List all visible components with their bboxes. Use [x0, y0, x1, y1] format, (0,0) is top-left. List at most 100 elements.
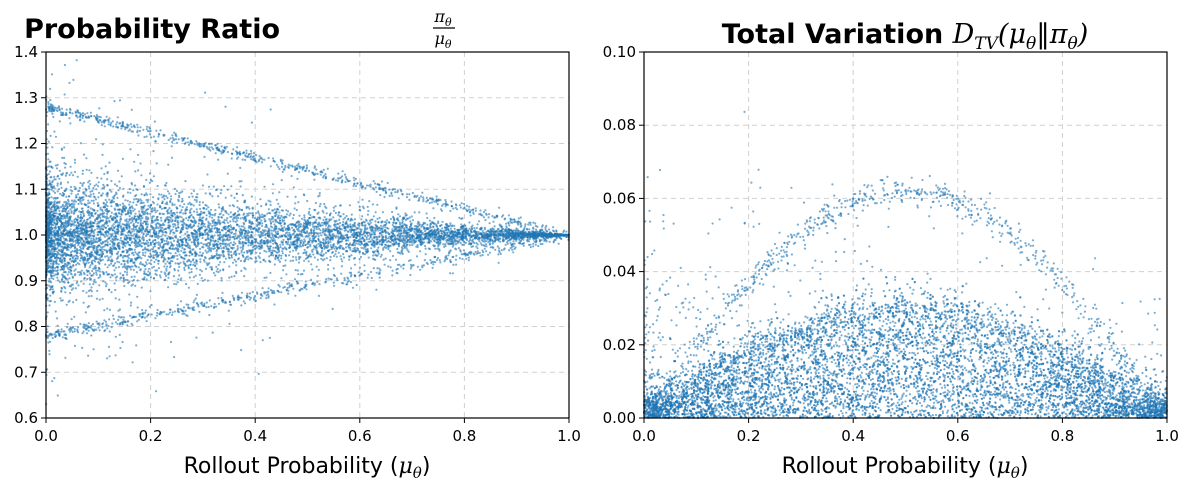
- scatter-point: [138, 227, 141, 230]
- scatter-point: [91, 189, 94, 193]
- scatter-point: [182, 212, 185, 215]
- scatter-point: [219, 244, 222, 248]
- scatter-point: [272, 220, 275, 223]
- scatter-point: [71, 190, 74, 193]
- scatter-point: [377, 229, 380, 232]
- scatter-point: [231, 204, 234, 207]
- scatter-point: [205, 217, 208, 220]
- scatter-point: [457, 247, 460, 250]
- scatter-point: [199, 247, 202, 250]
- scatter-point: [321, 249, 324, 252]
- scatter-point: [113, 282, 116, 285]
- scatter-point: [274, 215, 277, 218]
- scatter-point: [177, 278, 180, 281]
- scatter-point: [443, 245, 446, 248]
- scatter-point: [134, 212, 137, 215]
- scatter-point: [73, 236, 76, 239]
- scatter-point: [458, 216, 461, 219]
- scatter-point: [171, 237, 175, 240]
- scatter-point: [96, 269, 99, 272]
- scatter-point: [74, 240, 77, 243]
- scatter-point: [279, 245, 282, 249]
- scatter-point: [437, 221, 440, 225]
- scatter-point: [317, 238, 320, 241]
- scatter-point: [305, 250, 308, 254]
- scatter-point: [239, 259, 243, 262]
- scatter-point: [117, 266, 120, 269]
- scatter-point: [258, 218, 261, 221]
- scatter-point: [299, 223, 302, 226]
- scatter-point: [207, 224, 210, 227]
- scatter-point: [241, 236, 244, 239]
- scatter-point: [369, 233, 372, 236]
- scatter-point: [236, 245, 239, 248]
- scatter-point: [299, 225, 302, 228]
- scatter-point: [166, 237, 169, 240]
- scatter-point: [382, 225, 385, 228]
- scatter-point: [150, 224, 153, 227]
- scatter-point: [433, 222, 436, 225]
- scatter-point: [197, 222, 200, 225]
- scatter-point: [168, 192, 171, 195]
- scatter-point: [410, 215, 413, 218]
- scatter-point: [106, 255, 109, 258]
- scatter-point: [245, 249, 248, 253]
- scatter-point: [294, 225, 297, 228]
- scatter-point: [276, 230, 279, 233]
- scatter-point: [80, 242, 83, 245]
- scatter-point: [449, 227, 452, 230]
- scatter-point: [132, 201, 135, 204]
- scatter-point: [382, 258, 385, 261]
- scatter-point: [273, 239, 277, 242]
- scatter-point: [268, 211, 271, 214]
- scatter-point: [180, 256, 183, 259]
- scatter-point: [57, 244, 60, 247]
- scatter-point: [193, 210, 196, 213]
- left-title-numerator: πθ: [433, 7, 452, 29]
- scatter-point: [76, 262, 79, 265]
- scatter-point: [177, 269, 180, 272]
- scatter-point: [451, 224, 454, 227]
- scatter-point: [97, 233, 100, 236]
- scatter-point: [332, 206, 335, 209]
- scatter-point: [190, 241, 193, 244]
- scatter-point: [488, 243, 491, 246]
- scatter-point: [401, 235, 404, 238]
- scatter-point: [169, 216, 172, 220]
- scatter-point: [255, 260, 258, 263]
- scatter-point: [149, 241, 152, 244]
- scatter-point: [63, 205, 66, 208]
- scatter-point: [366, 243, 369, 246]
- scatter-point: [329, 240, 332, 243]
- scatter-point: [219, 269, 222, 272]
- scatter-point: [227, 233, 230, 236]
- scatter-point: [229, 215, 232, 218]
- scatter-point: [212, 185, 215, 188]
- scatter-point: [481, 229, 484, 232]
- scatter-point: [88, 169, 91, 172]
- scatter-point: [337, 251, 340, 254]
- scatter-point: [316, 258, 319, 261]
- scatter-point: [187, 202, 190, 206]
- scatter-point: [140, 193, 143, 196]
- scatter-point: [330, 246, 333, 249]
- scatter-point: [119, 236, 122, 240]
- scatter-point: [191, 195, 194, 198]
- scatter-point: [380, 253, 383, 256]
- scatter-point: [128, 218, 131, 221]
- scatter-point: [82, 220, 85, 223]
- scatter-point: [160, 256, 163, 259]
- scatter-point: [99, 246, 103, 249]
- scatter-point: [92, 282, 95, 286]
- scatter-point: [299, 273, 303, 276]
- scatter-point: [230, 254, 233, 257]
- scatter-point: [141, 217, 144, 220]
- scatter-point: [102, 280, 105, 283]
- scatter-point: [223, 261, 226, 264]
- scatter-point: [216, 234, 219, 237]
- scatter-point: [456, 240, 459, 243]
- scatter-point: [219, 192, 222, 195]
- scatter-point: [180, 249, 183, 252]
- scatter-point: [133, 233, 136, 236]
- scatter-point: [144, 309, 147, 312]
